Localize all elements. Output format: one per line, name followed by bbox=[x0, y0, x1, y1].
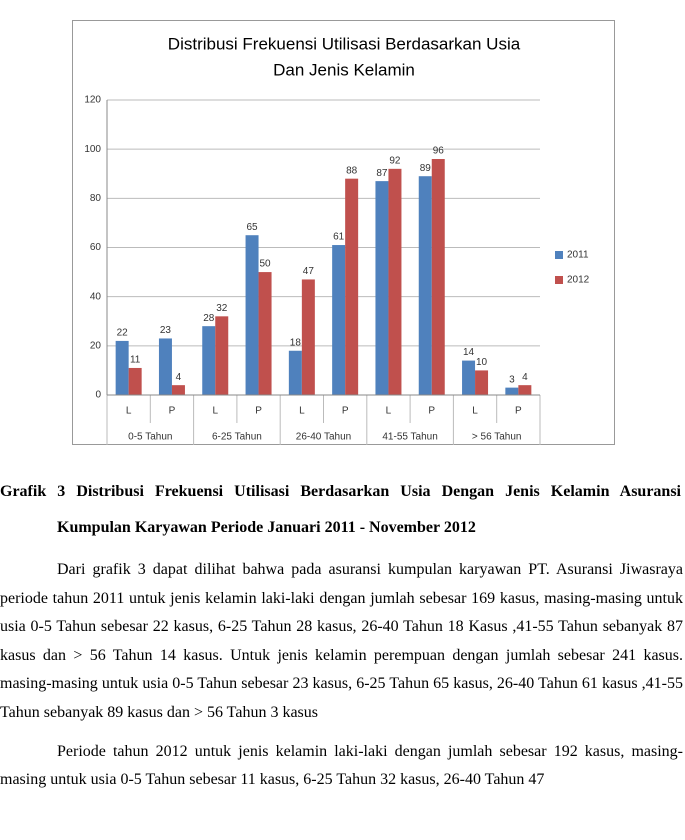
x-tick-label: L bbox=[126, 406, 132, 417]
bar bbox=[418, 176, 432, 395]
x-tick-label: P bbox=[255, 406, 262, 417]
data-label: 10 bbox=[476, 357, 488, 368]
bar bbox=[388, 168, 402, 395]
legend-label: 2011 bbox=[567, 250, 589, 261]
data-label: 65 bbox=[246, 222, 258, 233]
bar bbox=[258, 272, 272, 395]
bar bbox=[288, 350, 302, 395]
x-tick-label: L bbox=[386, 406, 392, 417]
bar bbox=[301, 279, 315, 395]
bar bbox=[431, 159, 445, 395]
data-label: 92 bbox=[389, 155, 401, 166]
data-label: 32 bbox=[216, 303, 228, 314]
data-label: 3 bbox=[509, 374, 515, 385]
chart: Distribusi Frekuensi Utilisasi Berdasark… bbox=[72, 20, 615, 445]
x-tick-label: P bbox=[169, 406, 176, 417]
legend-swatch bbox=[555, 276, 563, 284]
y-tick-label: 0 bbox=[95, 390, 101, 401]
x-tick-label: L bbox=[299, 406, 305, 417]
caption: Grafik 3 Distribusi Frekuensi Utilisasi … bbox=[0, 483, 681, 536]
group-label: 26-40 Tahun bbox=[296, 432, 351, 443]
data-label: 88 bbox=[346, 165, 358, 176]
bar bbox=[518, 385, 532, 395]
chart-title: Dan Jenis Kelamin bbox=[273, 60, 415, 79]
data-label: 28 bbox=[203, 313, 215, 324]
y-tick-label: 80 bbox=[90, 193, 102, 204]
bar bbox=[128, 367, 142, 395]
bar bbox=[245, 235, 259, 395]
data-label: 18 bbox=[290, 337, 302, 348]
data-label: 14 bbox=[463, 347, 475, 358]
body-text: Dari grafik 3 dapat dilihat bahwa pada a… bbox=[0, 556, 683, 805]
data-label: 87 bbox=[376, 168, 388, 179]
group-label: > 56 Tahun bbox=[472, 432, 522, 443]
x-tick-label: L bbox=[472, 406, 478, 417]
group-label: 0-5 Tahun bbox=[128, 432, 172, 443]
y-tick-label: 100 bbox=[84, 144, 101, 155]
chart-title: Distribusi Frekuensi Utilisasi Berdasark… bbox=[168, 34, 521, 53]
y-tick-label: 120 bbox=[84, 95, 101, 106]
bar bbox=[202, 326, 216, 395]
x-tick-label: P bbox=[515, 406, 522, 417]
bar bbox=[332, 245, 346, 395]
bar bbox=[115, 340, 129, 395]
data-label: 96 bbox=[433, 146, 445, 157]
bar bbox=[171, 385, 185, 395]
y-tick-label: 20 bbox=[90, 340, 102, 351]
legend-label: 2012 bbox=[567, 275, 590, 286]
x-tick-label: P bbox=[428, 406, 435, 417]
paragraph: Periode tahun 2012 untuk jenis kelamin l… bbox=[0, 742, 683, 789]
bar bbox=[505, 387, 519, 395]
data-label: 11 bbox=[130, 355, 141, 366]
y-tick-label: 60 bbox=[90, 242, 102, 253]
group-label: 6-25 Tahun bbox=[212, 432, 262, 443]
data-label: 61 bbox=[333, 232, 345, 243]
bar bbox=[475, 370, 489, 395]
bar bbox=[375, 181, 389, 395]
data-label: 22 bbox=[117, 328, 129, 339]
paragraph: Dari grafik 3 dapat dilihat bahwa pada a… bbox=[0, 561, 683, 721]
data-label: 50 bbox=[259, 259, 271, 270]
data-label: 4 bbox=[176, 372, 182, 383]
group-label: 41-55 Tahun bbox=[382, 432, 437, 443]
bar bbox=[215, 316, 229, 395]
data-label: 47 bbox=[303, 266, 315, 277]
data-label: 89 bbox=[420, 163, 432, 174]
bar bbox=[462, 360, 476, 395]
data-label: 23 bbox=[160, 325, 172, 336]
bar bbox=[158, 338, 172, 395]
legend-swatch bbox=[555, 251, 563, 259]
data-label: 4 bbox=[522, 372, 528, 383]
x-tick-label: L bbox=[212, 406, 218, 417]
bar bbox=[345, 178, 359, 395]
x-tick-label: P bbox=[342, 406, 349, 417]
y-tick-label: 40 bbox=[90, 291, 102, 302]
